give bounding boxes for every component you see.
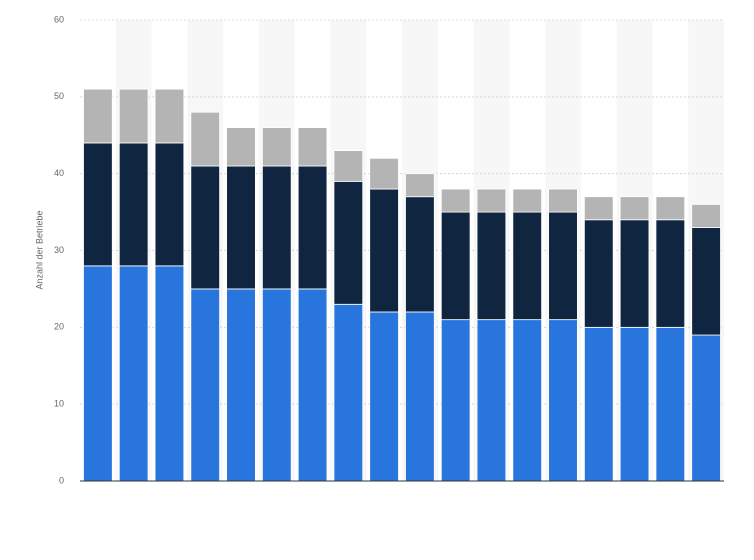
bar-segment [583, 326, 614, 482]
bar-segment [261, 165, 292, 290]
bar-segment [655, 196, 686, 221]
bar-segment [619, 326, 650, 482]
bar-segment [261, 127, 292, 167]
bar-segment [405, 173, 435, 198]
bar-segment [512, 211, 543, 321]
bar-segment [190, 165, 221, 290]
bar-segment [190, 111, 221, 167]
bar-segment [369, 311, 399, 482]
bar-segment [476, 211, 507, 321]
bar-segment [583, 196, 614, 221]
bar-segment [190, 288, 221, 482]
bar-segment [333, 150, 364, 182]
bar-segment [226, 127, 256, 167]
bar-segment [261, 288, 292, 482]
bar-segment [548, 319, 578, 482]
bar-segment [691, 227, 721, 336]
y-tick-label: 40 [54, 168, 64, 178]
y-tick-label: 0 [59, 475, 64, 485]
y-tick-label: 50 [54, 91, 64, 101]
bar-segment [154, 265, 185, 482]
bar-segment [655, 219, 686, 328]
bar-segment [297, 288, 328, 482]
bar-segment [619, 219, 650, 328]
y-tick-label: 10 [54, 399, 64, 409]
y-axis-label: Anzahl der Betriebe [34, 210, 44, 289]
bar-segment [655, 326, 686, 482]
bar-segment [226, 165, 256, 290]
bar-segment [226, 288, 256, 482]
bar-segment [512, 188, 543, 213]
bar-segment [405, 196, 435, 313]
y-tick-label: 20 [54, 322, 64, 332]
bar-segment [548, 211, 578, 321]
bar-segment [118, 265, 149, 482]
bar-segment [476, 319, 507, 482]
bar-segment [548, 188, 578, 213]
bar-segment [118, 142, 149, 267]
bar-segment [297, 127, 328, 167]
y-tick-label: 30 [54, 245, 64, 255]
bar-segment [83, 88, 113, 144]
bar-segment [691, 334, 721, 482]
bar-segment [405, 311, 435, 482]
bar-segment [333, 180, 364, 305]
bar-segment [333, 303, 364, 482]
bar-segment [83, 142, 113, 267]
bar-segment [154, 88, 185, 144]
y-tick-label: 60 [54, 14, 64, 24]
bar-segment [583, 219, 614, 328]
bar-segment [154, 142, 185, 267]
bar-segment [440, 319, 471, 482]
bar-segment [369, 157, 399, 190]
bar-segment [369, 188, 399, 313]
bar-segment [512, 319, 543, 482]
bar-segment [440, 211, 471, 321]
bar-segment [476, 188, 507, 213]
bar-segment [118, 88, 149, 144]
bar-segment [83, 265, 113, 482]
bar-segment [619, 196, 650, 221]
bar-segment [297, 165, 328, 290]
bar-segment [691, 203, 721, 228]
bar-segment [440, 188, 471, 213]
